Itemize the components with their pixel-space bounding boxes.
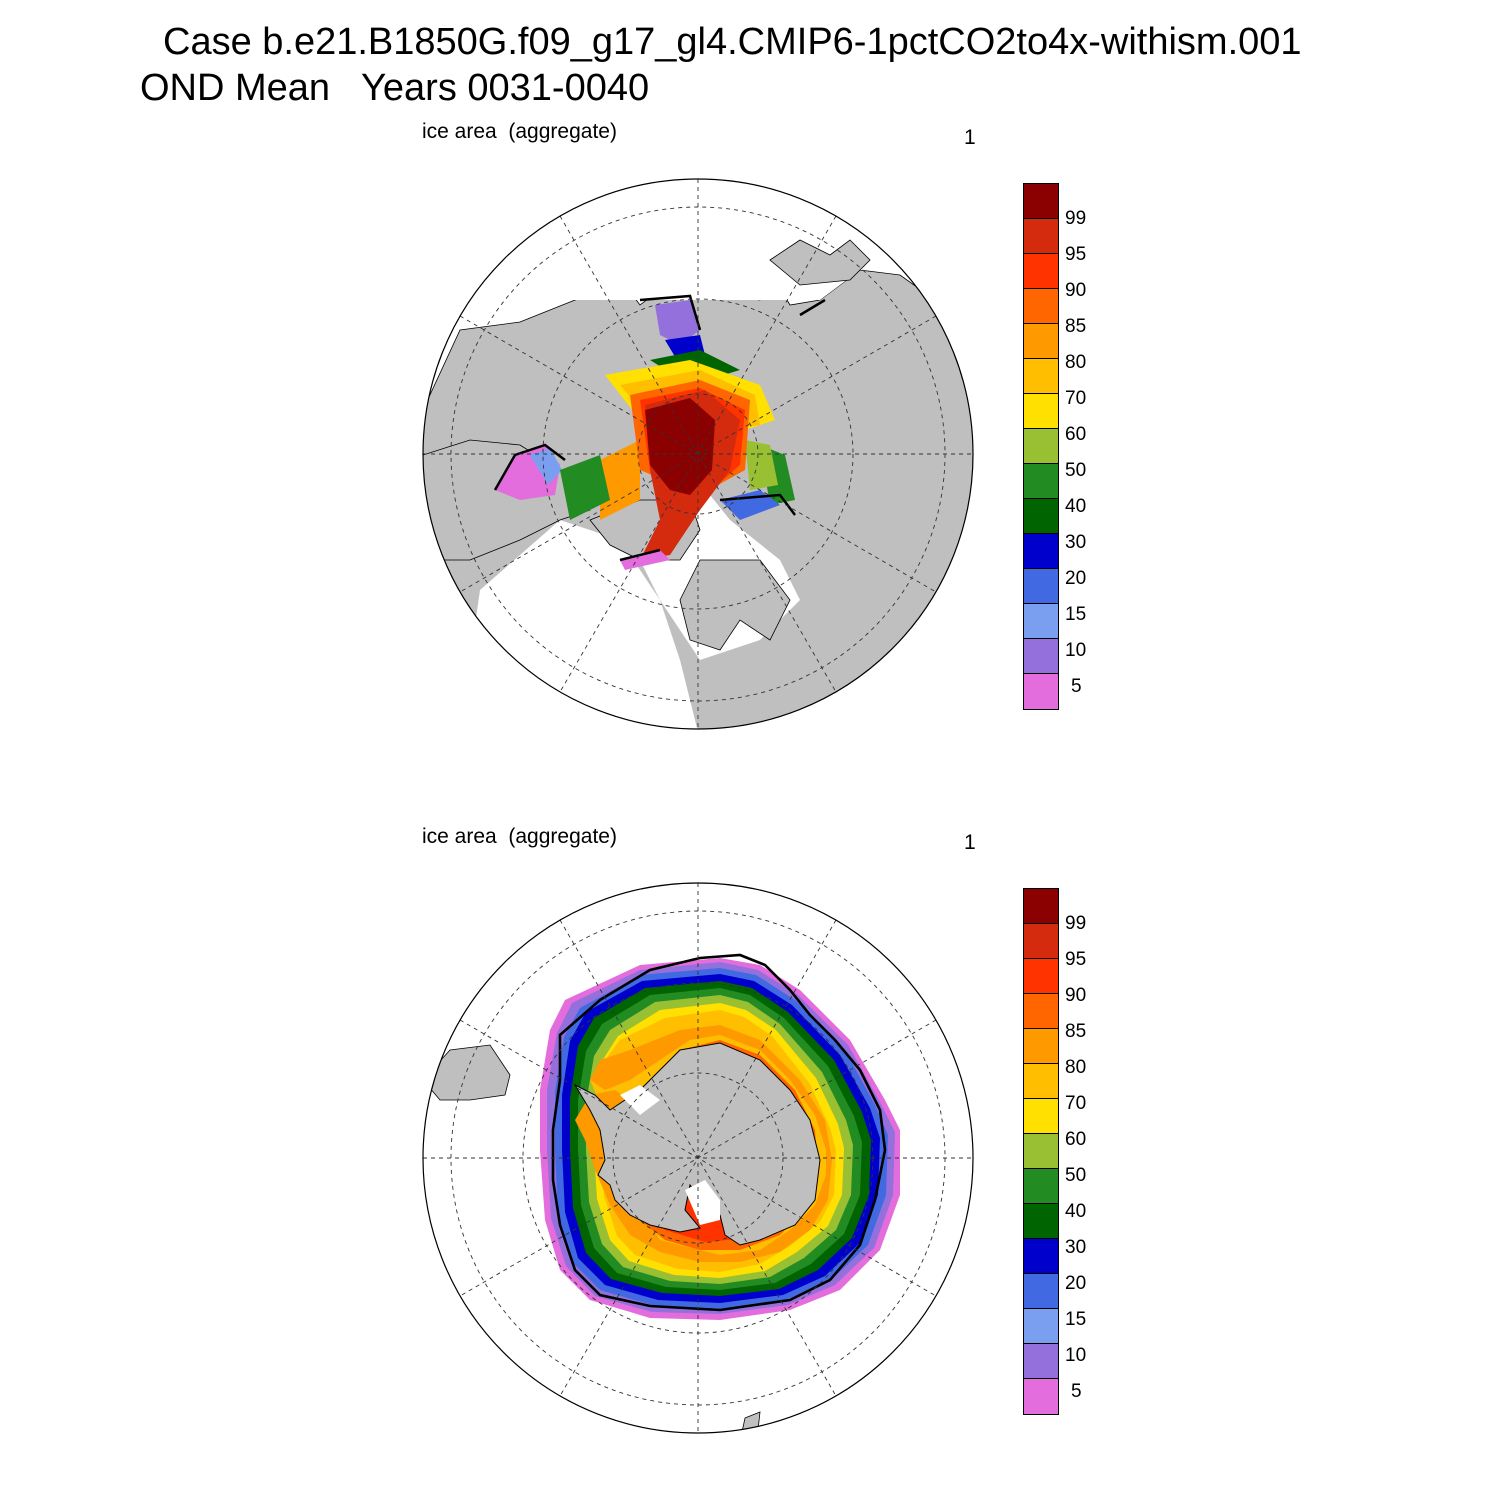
north-ice-extent-line [493,294,826,562]
south-colorbar-label: 85 [1065,1021,1087,1042]
south-colorbar-label: 70 [1065,1093,1087,1114]
south-panel-label: ice area (aggregate) [422,825,617,848]
south-colorbar-label: 60 [1065,1129,1087,1150]
north-graticule [423,179,973,729]
north-panel-label: ice area (aggregate) [422,120,617,143]
north-colorbar-label: 50 [1065,460,1087,481]
north-colorbar [1023,183,1059,710]
north-colorbar-swatch [1024,674,1058,709]
north-panel-number: 1 [964,126,976,149]
south-map-border [422,882,974,1434]
south-ice-shelf-weddell [620,1085,660,1115]
south-colorbar-swatch [1024,924,1058,959]
south-colorbar-swatch [1024,1239,1058,1274]
north-colorbar-label: 5 [1071,676,1082,697]
north-colorbar-label: 99 [1065,208,1087,229]
north-sea-ice [495,300,795,570]
south-colorbar-label: 50 [1065,1165,1087,1186]
north-land-scandinavia [679,559,791,651]
south-colorbar-swatch [1024,1204,1058,1239]
north-colorbar-swatch [1024,499,1058,534]
south-colorbar-swatch [1024,959,1058,994]
north-colorbar-swatch [1024,604,1058,639]
south-colorbar-swatch [1024,889,1058,924]
south-panel-number: 1 [964,831,976,854]
north-map-border [422,178,974,730]
south-colorbar-swatch [1024,1309,1058,1344]
south-colorbar-label: 40 [1065,1201,1087,1222]
south-colorbar-swatch [1024,1274,1058,1309]
north-colorbar-swatch [1024,184,1058,219]
north-colorbar-label: 85 [1065,316,1087,337]
south-colorbar-swatch [1024,1064,1058,1099]
south-colorbar-swatch [1024,1029,1058,1064]
south-colorbar-label: 20 [1065,1273,1087,1294]
south-colorbar-label: 99 [1065,913,1087,934]
north-colorbar-swatch [1024,639,1058,674]
figure-title-season: OND Mean Years 0031-0040 [140,67,650,109]
south-colorbar-label: 80 [1065,1057,1087,1078]
north-colorbar-swatch [1024,254,1058,289]
north-colorbar-swatch [1024,324,1058,359]
north-colorbar-swatch [1024,394,1058,429]
north-land-far-east [769,239,871,286]
north-colorbar-swatch [1024,569,1058,604]
south-ice-extent-line [551,953,887,1312]
north-colorbar-label: 40 [1065,496,1087,517]
north-colorbar-swatch [1024,464,1058,499]
south-graticule [423,883,973,1433]
north-colorbar-label: 90 [1065,280,1087,301]
south-colorbar [1023,888,1059,1415]
north-colorbar-label: 70 [1065,388,1087,409]
south-polar-map [423,883,973,1433]
south-colorbar-swatch [1024,1379,1058,1414]
south-ice-shelf-ross [685,1180,720,1225]
north-colorbar-label: 20 [1065,568,1087,589]
north-ocean-pacific [460,190,920,320]
south-colorbar-label: 10 [1065,1345,1087,1366]
south-colorbar-label: 30 [1065,1237,1087,1258]
south-colorbar-swatch [1024,1344,1058,1379]
south-colorbar-label: 15 [1065,1309,1087,1330]
south-colorbar-swatch [1024,1134,1058,1169]
north-colorbar-swatch [1024,219,1058,254]
south-land-south-america [423,1044,511,1101]
north-colorbar-label: 80 [1065,352,1087,373]
south-colorbar-label: 95 [1065,949,1087,970]
north-colorbar-label: 15 [1065,604,1087,625]
north-colorbar-label: 30 [1065,532,1087,553]
south-colorbar-label: 5 [1071,1381,1082,1402]
south-colorbar-swatch [1024,994,1058,1029]
south-colorbar-swatch [1024,1169,1058,1204]
north-colorbar-label: 10 [1065,640,1087,661]
north-colorbar-swatch [1024,359,1058,394]
north-colorbar-swatch [1024,289,1058,324]
north-colorbar-swatch [1024,534,1058,569]
south-colorbar-swatch [1024,1099,1058,1134]
north-colorbar-swatch [1024,429,1058,464]
north-colorbar-label: 60 [1065,424,1087,445]
figure-title-case: Case b.e21.B1850G.f09_g17_gl4.CMIP6-1pct… [163,21,1302,63]
south-colorbar-label: 90 [1065,985,1087,1006]
north-colorbar-label: 95 [1065,244,1087,265]
